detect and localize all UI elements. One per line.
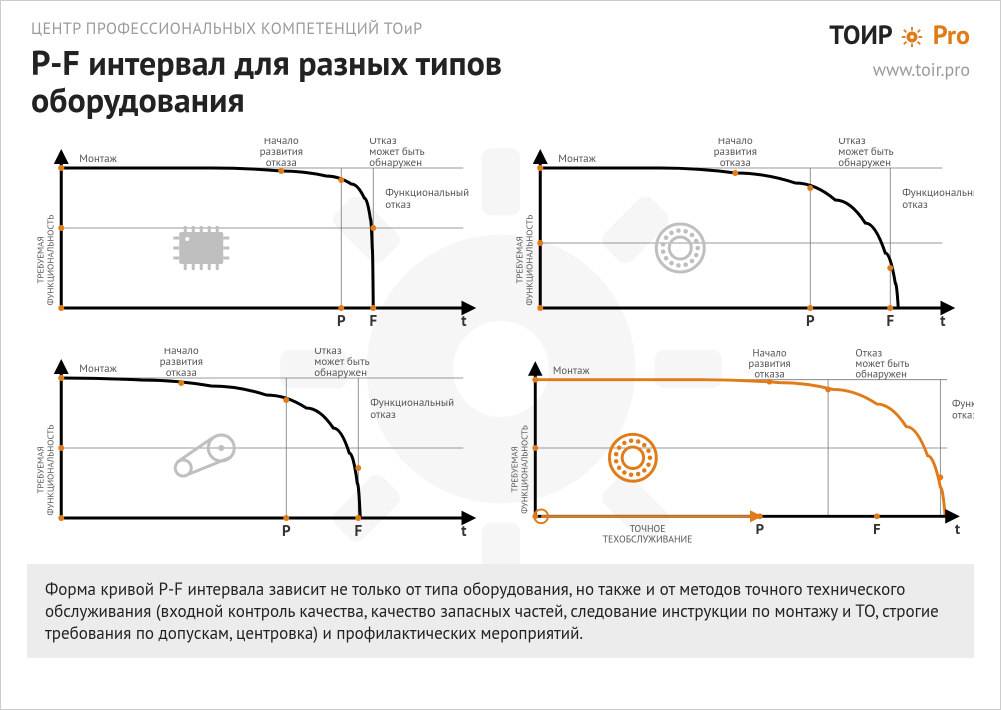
chart-svg: PFtМонтажНачалоразвитияотказаОтказможет …	[506, 138, 975, 338]
brand-logo: ТОИР Pro	[829, 19, 970, 56]
svg-text:P: P	[755, 520, 763, 539]
chart-svg: PFtМонтажНачалоразвитияотказаОтказможет …	[27, 348, 496, 548]
title-line-2: оборудования	[31, 78, 245, 122]
chart-bearing-precision: PFtМонтажНачалоразвитияотказаОтказможет …	[506, 348, 975, 548]
svg-text:Монтаж: Монтаж	[79, 152, 117, 166]
svg-text:F: F	[886, 312, 894, 331]
brand-name-right: Pro	[933, 19, 970, 52]
brand-gear-icon	[901, 23, 923, 56]
svg-text:обнаружен: обнаружен	[314, 366, 367, 380]
chart-belt: PFtМонтажНачалоразвитияотказаОтказможет …	[27, 348, 496, 548]
svg-text:отказа: отказа	[754, 367, 784, 381]
svg-text:обнаружен: обнаружен	[855, 367, 906, 381]
svg-text:ФУНКЦИОНАЛЬНОСТЬ: ФУНКЦИОНАЛЬНОСТЬ	[524, 214, 535, 305]
svg-text:Монтаж: Монтаж	[558, 152, 596, 166]
svg-text:обнаружен: обнаружен	[369, 156, 422, 170]
svg-text:F: F	[873, 520, 880, 539]
svg-text:Монтаж: Монтаж	[79, 362, 117, 376]
svg-text:t: t	[954, 520, 960, 539]
svg-text:F: F	[354, 522, 362, 541]
svg-text:ФУНКЦИОНАЛЬНОСТЬ: ФУНКЦИОНАЛЬНОСТЬ	[45, 424, 56, 515]
svg-text:ФУНКЦИОНАЛЬНОСТЬ: ФУНКЦИОНАЛЬНОСТЬ	[45, 214, 56, 305]
brand-name-left: ТОИР	[829, 19, 891, 52]
chart-bearing: PFtМонтажНачалоразвитияотказаОтказможет …	[506, 138, 975, 338]
svg-text:ФУНКЦИОНАЛЬНОСТЬ: ФУНКЦИОНАЛЬНОСТЬ	[519, 425, 530, 514]
svg-text:отказ: отказ	[370, 408, 396, 422]
svg-text:t: t	[940, 312, 946, 331]
charts-grid: PFtМонтажНачалоразвитияотказаОтказможет …	[1, 120, 1000, 552]
chart-svg: PFtМонтажНачалоразвитияотказаОтказможет …	[506, 348, 975, 548]
svg-text:отказа: отказа	[719, 156, 750, 170]
svg-text:ТЕХОБСЛУЖИВАНИЕ: ТЕХОБСЛУЖИВАНИЕ	[602, 532, 692, 545]
svg-text:отказ: отказ	[952, 408, 974, 422]
chart-svg: PFtМонтажНачалоразвитияотказаОтказможет …	[27, 138, 496, 338]
footer-note: Форма кривой P-F интервала зависит не то…	[27, 564, 974, 658]
brand-url: www.toir.pro	[829, 58, 970, 81]
brand-block: ТОИР Pro www.toir.pro	[829, 19, 970, 81]
svg-text:F: F	[369, 312, 377, 331]
svg-text:P: P	[805, 312, 814, 331]
svg-text:t: t	[461, 522, 467, 541]
svg-text:t: t	[461, 312, 467, 331]
svg-text:обнаружен: обнаружен	[838, 156, 891, 170]
svg-text:отказ: отказ	[385, 198, 411, 212]
svg-text:отказа: отказа	[266, 156, 297, 170]
svg-text:P: P	[282, 522, 291, 541]
svg-text:Монтаж: Монтаж	[552, 363, 590, 377]
svg-text:отказа: отказа	[166, 366, 197, 380]
svg-text:отказ: отказ	[902, 198, 928, 212]
svg-text:P: P	[337, 312, 346, 331]
chart-electronics: PFtМонтажНачалоразвитияотказаОтказможет …	[27, 138, 496, 338]
